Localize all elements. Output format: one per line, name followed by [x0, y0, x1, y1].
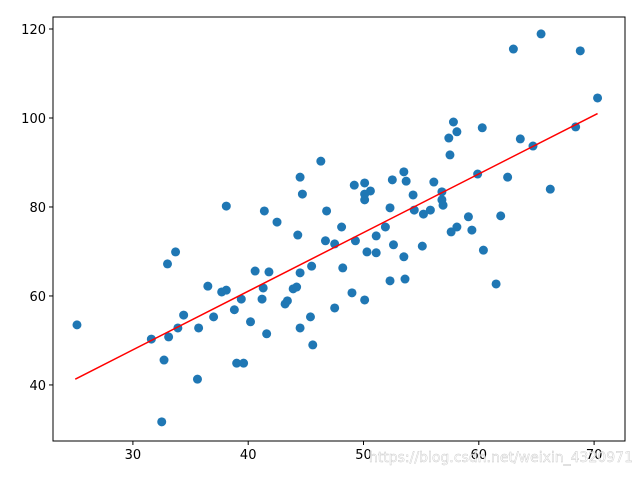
point	[448, 117, 458, 127]
point	[159, 355, 169, 365]
y-tick-label: 60	[29, 290, 46, 305]
point	[477, 123, 487, 133]
point	[417, 241, 427, 251]
point	[515, 134, 525, 144]
point	[305, 312, 315, 322]
point	[425, 205, 435, 215]
x-tick-label: 30	[125, 448, 142, 463]
point	[250, 266, 260, 276]
point	[571, 122, 581, 132]
point	[338, 263, 348, 273]
point	[400, 274, 410, 284]
point	[236, 294, 246, 304]
point	[295, 323, 305, 333]
point	[337, 222, 347, 232]
point	[463, 212, 473, 222]
point	[503, 172, 513, 182]
point	[408, 190, 418, 200]
point	[593, 93, 603, 103]
point	[258, 283, 268, 293]
point	[452, 222, 462, 232]
point	[365, 186, 375, 196]
point	[232, 358, 242, 368]
x-tick-label: 60	[471, 448, 488, 463]
point	[272, 217, 282, 227]
point	[229, 305, 239, 315]
point	[388, 240, 398, 250]
point	[349, 180, 359, 190]
point	[347, 288, 357, 298]
point	[508, 44, 518, 54]
point	[399, 167, 409, 177]
y-tick-label: 120	[21, 23, 46, 38]
point	[295, 172, 305, 182]
point	[262, 329, 272, 339]
fit-line	[74, 112, 598, 380]
watermark: https://blog.csdn.net/weixin_4320971	[369, 450, 633, 466]
point	[371, 248, 381, 258]
y-tick-label: 40	[29, 379, 46, 394]
point	[545, 184, 555, 194]
point	[297, 189, 307, 199]
point	[478, 245, 488, 255]
y-tick-label: 80	[29, 201, 46, 216]
point	[401, 176, 411, 186]
point	[171, 247, 181, 257]
point	[496, 211, 506, 221]
x-tick-label: 50	[355, 448, 372, 463]
point	[380, 222, 390, 232]
plot-frame	[52, 16, 626, 442]
point	[72, 320, 82, 330]
point	[179, 310, 189, 320]
point	[246, 317, 256, 327]
y-tick-label: 100	[21, 112, 46, 127]
point	[157, 417, 167, 427]
point	[164, 332, 174, 342]
point	[444, 133, 454, 143]
point	[360, 295, 370, 305]
point	[438, 200, 448, 210]
point	[399, 252, 409, 262]
point	[429, 177, 439, 187]
point	[259, 206, 269, 216]
point	[536, 29, 546, 39]
point	[221, 201, 231, 211]
point	[467, 225, 477, 235]
x-tick-label: 70	[586, 448, 603, 463]
x-tick-label: 40	[240, 448, 257, 463]
point	[360, 195, 370, 205]
point	[307, 261, 317, 271]
point	[385, 276, 395, 286]
point	[316, 156, 326, 166]
point	[194, 323, 204, 333]
point	[264, 267, 274, 277]
point	[292, 282, 302, 292]
point	[418, 209, 428, 219]
point	[330, 303, 340, 313]
point	[162, 259, 172, 269]
point	[192, 374, 202, 384]
point	[293, 230, 303, 240]
point	[445, 150, 455, 160]
point	[362, 247, 372, 257]
point	[491, 279, 501, 289]
point	[360, 178, 370, 188]
point	[221, 285, 231, 295]
point	[209, 312, 219, 322]
point	[575, 46, 585, 56]
point	[239, 358, 249, 368]
point	[385, 203, 395, 213]
point	[452, 127, 462, 137]
point	[282, 296, 292, 306]
point	[203, 281, 213, 291]
point	[295, 268, 305, 278]
point	[257, 294, 267, 304]
point	[322, 206, 332, 216]
point	[387, 175, 397, 185]
point	[371, 231, 381, 241]
point	[320, 236, 330, 246]
point	[308, 340, 318, 350]
